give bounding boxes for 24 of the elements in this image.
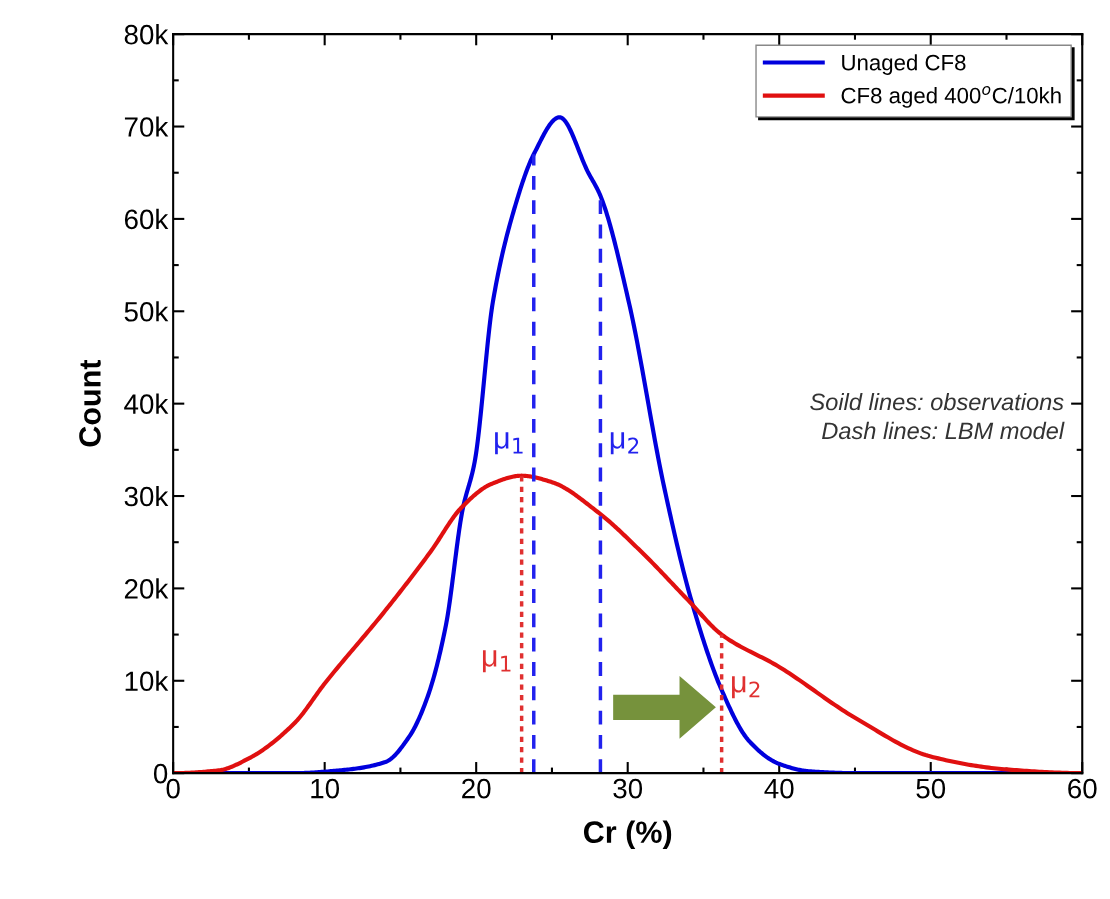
annotation: μ$_{1}$: [482, 650, 511, 673]
y-tick-label: 80k: [124, 24, 169, 45]
x-tick-label: 10: [311, 778, 340, 799]
x-tick-label: 50: [916, 778, 946, 799]
y-axis-title: Count: [79, 359, 101, 447]
y-tick-label: 20k: [124, 578, 169, 599]
annotation: μ$_{1}$: [495, 432, 523, 455]
y-tick-label: 60k: [124, 208, 169, 230]
y-tick-label: 70k: [124, 116, 169, 137]
x-axis-title: Cr (%): [583, 820, 672, 850]
y-tick-label: 10k: [125, 670, 169, 692]
x-tick-label: 30: [613, 778, 643, 799]
y-tick-label: 50k: [124, 301, 169, 322]
y-tick-label: 0: [153, 763, 168, 784]
legend-label: Unaged CF8: [842, 54, 966, 75]
x-tick-label: 40: [764, 778, 794, 799]
y-tick-label: 40k: [124, 393, 169, 414]
annotation: μ$_{2}$: [732, 676, 760, 699]
legend-label: CF8 aged 400$^{o}$C/10kh: [841, 85, 1061, 108]
x-tick-label: 20: [462, 778, 491, 799]
annotation: μ$_{2}$: [610, 432, 639, 455]
annotation: Soild lines: observations Dash lines: LBM model: [810, 393, 1065, 440]
x-tick-label: 60: [1068, 778, 1097, 799]
y-tick-label: 30k: [124, 485, 169, 507]
